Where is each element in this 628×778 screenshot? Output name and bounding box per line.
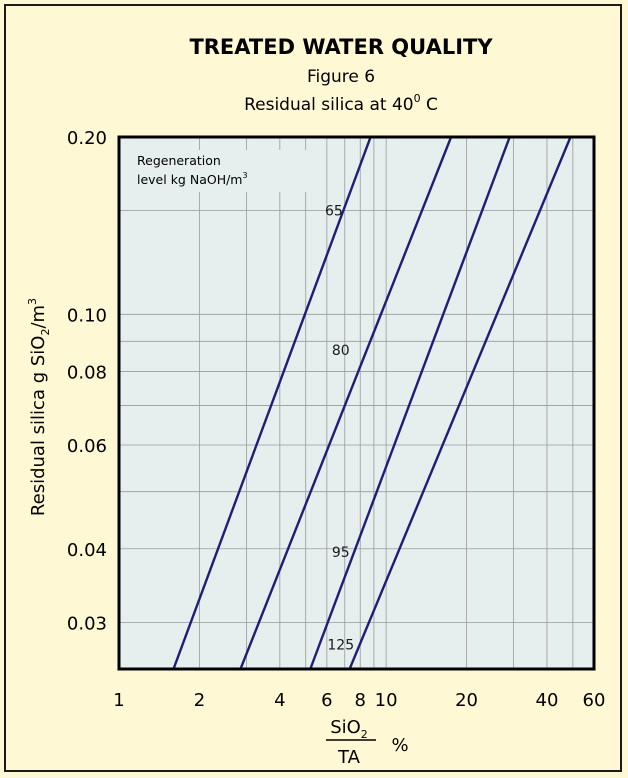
y-tick-label: 0.20 (67, 128, 107, 149)
y-tick-label: 0.03 (67, 613, 107, 634)
figure-frame (4, 4, 622, 772)
x-tick-label: 2 (194, 690, 205, 711)
x-axis-label: SiO2 TA % (326, 717, 409, 768)
series-line-80 (239, 137, 453, 669)
x-tick-label: 4 (274, 690, 285, 711)
y-tick-label: 0.10 (67, 305, 107, 326)
y-axis-label: Residual silica g SiO2/m3 (26, 298, 52, 516)
y-tick-label: 0.04 (67, 540, 107, 561)
x-tick-label: 10 (375, 690, 398, 711)
x-label-numerator: SiO2 (330, 717, 368, 741)
x-tick-label: 8 (355, 690, 366, 711)
series-line-95 (309, 137, 511, 669)
x-tick-label: 20 (455, 690, 478, 711)
x-tick-label: 60 (583, 690, 606, 711)
regeneration-note: Regeneration level kg NaOH/m3 (137, 153, 248, 187)
x-label-denominator: TA (337, 747, 361, 768)
note-line-1: Regeneration (137, 153, 221, 168)
x-tick-label: 6 (321, 690, 332, 711)
chart-subtitle-2: Residual silica at 400 C (244, 92, 438, 115)
plot-border (117, 135, 596, 671)
y-tick-label: 0.08 (67, 362, 107, 383)
note-line-2: level kg NaOH/m3 (137, 171, 248, 187)
note-background (130, 150, 310, 192)
chart-subtitle: Figure 6 (307, 67, 375, 87)
chart-title: TREATED WATER QUALITY (189, 35, 493, 59)
y-tick-label: 0.06 (67, 436, 107, 457)
series-label-80: 80 (332, 343, 350, 359)
series-label-65: 65 (325, 204, 343, 220)
x-label-unit: % (391, 735, 408, 756)
x-tick-label: 1 (113, 690, 124, 711)
series-line-125 (348, 137, 572, 669)
series-label-125: 125 (327, 638, 354, 654)
series-line-65 (172, 137, 372, 669)
series-label-95: 95 (332, 545, 350, 561)
plot-area (119, 137, 594, 669)
x-tick-label: 40 (536, 690, 559, 711)
